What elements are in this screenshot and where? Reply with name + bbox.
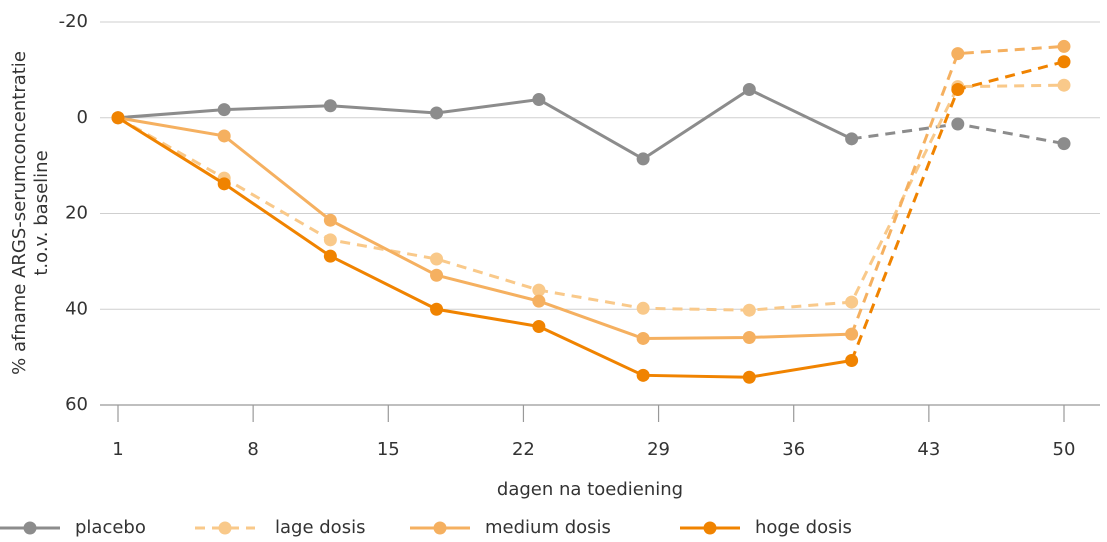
data-point	[742, 370, 756, 384]
legend-marker	[23, 521, 37, 535]
data-point	[217, 177, 231, 191]
y-axis-label: % afname ARGS-serumconcentratie	[9, 51, 30, 375]
x-axis-label: dagen na toediening	[497, 479, 683, 500]
x-tick-label: 43	[917, 439, 940, 460]
series-line	[117, 116, 852, 379]
data-point	[951, 117, 965, 131]
y-tick-label: 60	[65, 394, 88, 415]
data-point	[323, 249, 337, 263]
x-tick-label: 1	[112, 439, 123, 460]
data-point	[742, 83, 756, 97]
data-point	[217, 103, 231, 117]
data-point	[111, 111, 125, 125]
data-point	[845, 132, 859, 146]
data-point	[845, 295, 859, 309]
data-point	[532, 93, 546, 107]
x-tick-label: 29	[647, 439, 670, 460]
y-tick-label: 40	[65, 298, 88, 319]
y-tick-label: 0	[77, 107, 88, 128]
legend-label: hoge dosis	[755, 517, 852, 538]
y-tick-label: -20	[59, 11, 88, 32]
data-point	[636, 301, 650, 315]
data-point	[636, 331, 650, 345]
series-line	[117, 116, 852, 340]
data-point	[1057, 137, 1071, 151]
data-point	[430, 106, 444, 120]
data-point	[323, 99, 337, 113]
y-axis-label: t.o.v. baseline	[31, 150, 52, 275]
legend-marker	[433, 521, 447, 535]
x-tick-label: 15	[377, 439, 400, 460]
legend-item: hoge dosis	[680, 517, 852, 538]
x-tick-label: 36	[782, 439, 805, 460]
legend-item: lage dosis	[195, 517, 365, 538]
legend-item: medium dosis	[410, 517, 611, 538]
legend-label: placebo	[75, 517, 146, 538]
series-line-dashed	[117, 83, 1065, 312]
data-point	[323, 213, 337, 227]
data-point	[845, 353, 859, 367]
data-point	[951, 47, 965, 61]
data-point	[845, 327, 859, 341]
legend-label: medium dosis	[485, 517, 611, 538]
data-point	[430, 302, 444, 316]
series-line	[117, 87, 853, 161]
data-point	[1057, 55, 1071, 69]
data-point	[636, 152, 650, 166]
y-tick-label: 20	[65, 203, 88, 224]
data-point	[951, 83, 965, 97]
data-point	[532, 283, 546, 297]
data-point	[742, 330, 756, 344]
data-point	[742, 303, 756, 317]
data-point	[1057, 78, 1071, 92]
legend-item: placebo	[0, 517, 146, 538]
data-point	[430, 268, 444, 282]
data-point	[532, 294, 546, 308]
legend-label: lage dosis	[275, 517, 365, 538]
data-point	[217, 129, 231, 143]
legend-marker	[218, 521, 232, 535]
legend-marker	[703, 521, 717, 535]
data-point	[1057, 39, 1071, 53]
data-point	[323, 233, 337, 247]
x-tick-label: 22	[512, 439, 535, 460]
x-tick-label: 50	[1053, 439, 1076, 460]
series-line-dashed	[850, 60, 1065, 362]
x-tick-label: 8	[247, 439, 258, 460]
data-point	[430, 252, 444, 266]
data-point	[532, 319, 546, 333]
data-point	[636, 368, 650, 382]
